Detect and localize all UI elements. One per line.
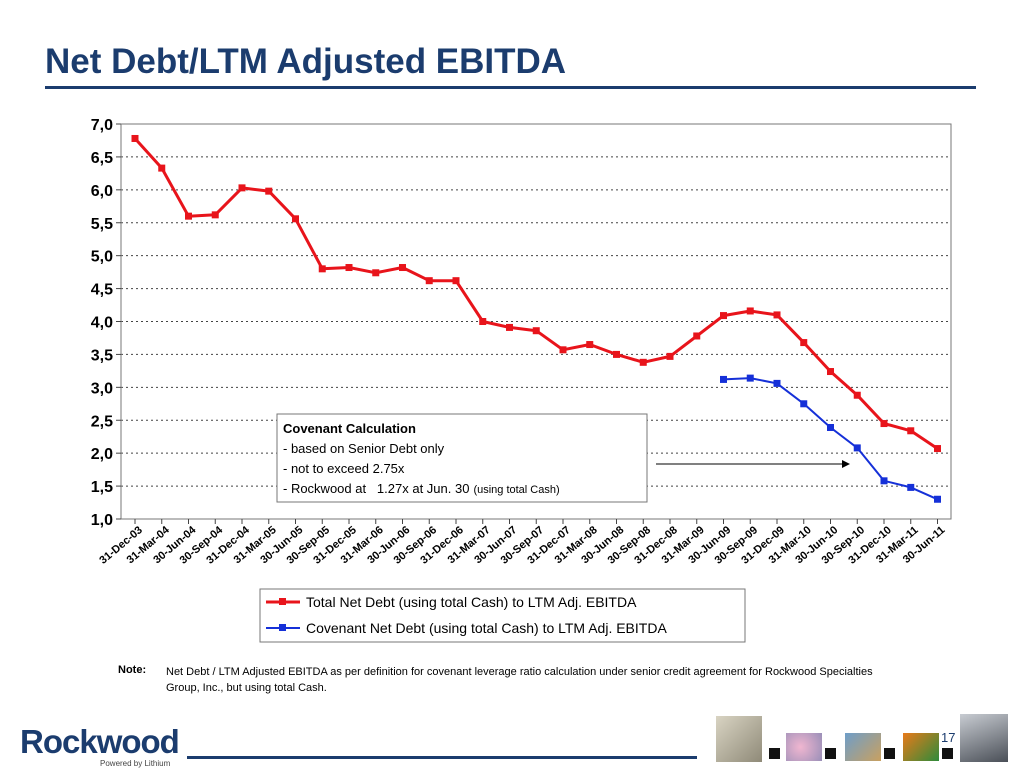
data-point (158, 164, 166, 172)
data-point (934, 495, 941, 503)
data-point (800, 339, 808, 347)
legend-label-covenant: Covenant Net Debt (using total Cash) to … (306, 620, 667, 636)
data-point (399, 264, 406, 272)
product-thumbnail-chemicals (716, 716, 762, 762)
series (131, 134, 941, 503)
y-tick-label: 3,5 (91, 347, 113, 364)
y-tick-label: 6,0 (91, 183, 113, 200)
logo-wordmark: Rockwood (20, 723, 180, 760)
annotation-line-3-main: - Rockwood at 1.27x at Jun. 30 (283, 481, 469, 496)
legend-marker-covenant (279, 624, 286, 631)
y-tick-label: 1,5 (91, 479, 113, 496)
y-axis-ticks: 1,0 1,5 2,0 2,5 3,0 3,5 4,0 4,5 5,0 5,5 6,0 6,5 7,0 (91, 117, 121, 529)
product-thumbnail-pigments (903, 733, 939, 761)
data-point (185, 212, 192, 220)
data-point (479, 318, 487, 325)
series-line (133, 137, 939, 450)
data-point (238, 184, 246, 192)
data-point (586, 341, 594, 349)
data-point (853, 391, 861, 399)
annotation-arrowhead (842, 460, 850, 468)
y-tick-label: 6,5 (91, 150, 113, 167)
data-point (131, 134, 139, 142)
note-text: Net Debt / LTM Adjusted EBITDA as per de… (166, 666, 873, 694)
data-point (211, 211, 219, 219)
legend-marker-total (279, 598, 286, 605)
legend: Total Net Debt (using total Cash) to LTM… (259, 588, 746, 643)
data-point (425, 277, 433, 285)
y-tick-label: 3,0 (91, 380, 113, 397)
y-tick-label: 7,0 (91, 117, 113, 134)
data-point (746, 374, 754, 382)
annotation-line-3: - Rockwood at 1.27x at Jun. 30 (using tot… (283, 481, 560, 496)
data-point (559, 346, 567, 354)
y-tick-label: 5,5 (91, 216, 113, 233)
bullet-square-3 (884, 748, 895, 759)
bullet-square-2 (825, 748, 836, 759)
product-thumbnail-pills (786, 733, 822, 761)
data-point (827, 368, 834, 376)
data-point (613, 350, 620, 358)
product-thumbnail-car (960, 714, 1008, 762)
data-point (452, 277, 460, 285)
bullet-square-1 (769, 748, 780, 759)
data-point (720, 375, 727, 383)
data-point (880, 420, 888, 428)
title-underline (45, 86, 976, 89)
y-tick-label: 1,0 (91, 512, 113, 529)
data-point (639, 358, 647, 366)
annotation-line-2: - not to exceed 2.75x (283, 461, 405, 476)
annotation-box (276, 413, 648, 503)
data-point (693, 332, 701, 340)
data-point (372, 269, 380, 277)
company-logo: Rockwood Powered by Lithium (20, 723, 180, 768)
data-point (800, 400, 808, 408)
data-point (773, 379, 781, 387)
x-axis-ticks: 31-Dec-0331-Mar-0430-Jun-0430-Sep-0431-D… (97, 519, 947, 567)
bullet-square-4 (942, 748, 953, 759)
data-point (773, 311, 781, 319)
series-0 (131, 134, 941, 453)
data-point (265, 187, 273, 195)
page-title: Net Debt/LTM Adjusted EBITDA (45, 42, 567, 81)
covenant-annotation: Covenant Calculation - based on Senior D… (276, 413, 850, 503)
data-point (720, 312, 727, 320)
product-thumbnail-materials (845, 733, 881, 761)
data-point (827, 423, 834, 431)
line-chart: 1,01,52,02,53,03,54,04,55,05,56,06,57,0 … (91, 117, 952, 643)
footer-rule (187, 756, 697, 759)
data-point (934, 445, 941, 453)
annotation-line-3-small: (using total Cash) (473, 484, 559, 496)
data-point (292, 215, 299, 223)
legend-label-total: Total Net Debt (using total Cash) to LTM… (306, 594, 637, 610)
data-point (318, 265, 326, 273)
data-point (345, 264, 353, 272)
y-tick-label: 2,5 (91, 413, 113, 430)
data-point (907, 483, 915, 491)
data-point (853, 444, 861, 452)
note-label: Note: (118, 664, 147, 676)
logo-tagline: Powered by Lithium (100, 759, 171, 768)
legend-box (259, 588, 746, 643)
series-1 (720, 374, 941, 503)
y-tick-label: 4,0 (91, 315, 113, 332)
annotation-line-1: - based on Senior Debt only (283, 441, 445, 456)
data-point (532, 327, 540, 335)
data-point (666, 352, 674, 360)
data-point (506, 323, 513, 331)
y-tick-label: 5,0 (91, 249, 113, 266)
data-point (746, 307, 754, 315)
data-point (880, 477, 888, 485)
data-point (907, 427, 915, 435)
y-tick-label: 2,0 (91, 446, 113, 463)
y-tick-label: 4,5 (91, 282, 113, 299)
annotation-heading: Covenant Calculation (283, 421, 416, 436)
series-line (723, 377, 938, 501)
page-number: 17 (941, 730, 956, 745)
